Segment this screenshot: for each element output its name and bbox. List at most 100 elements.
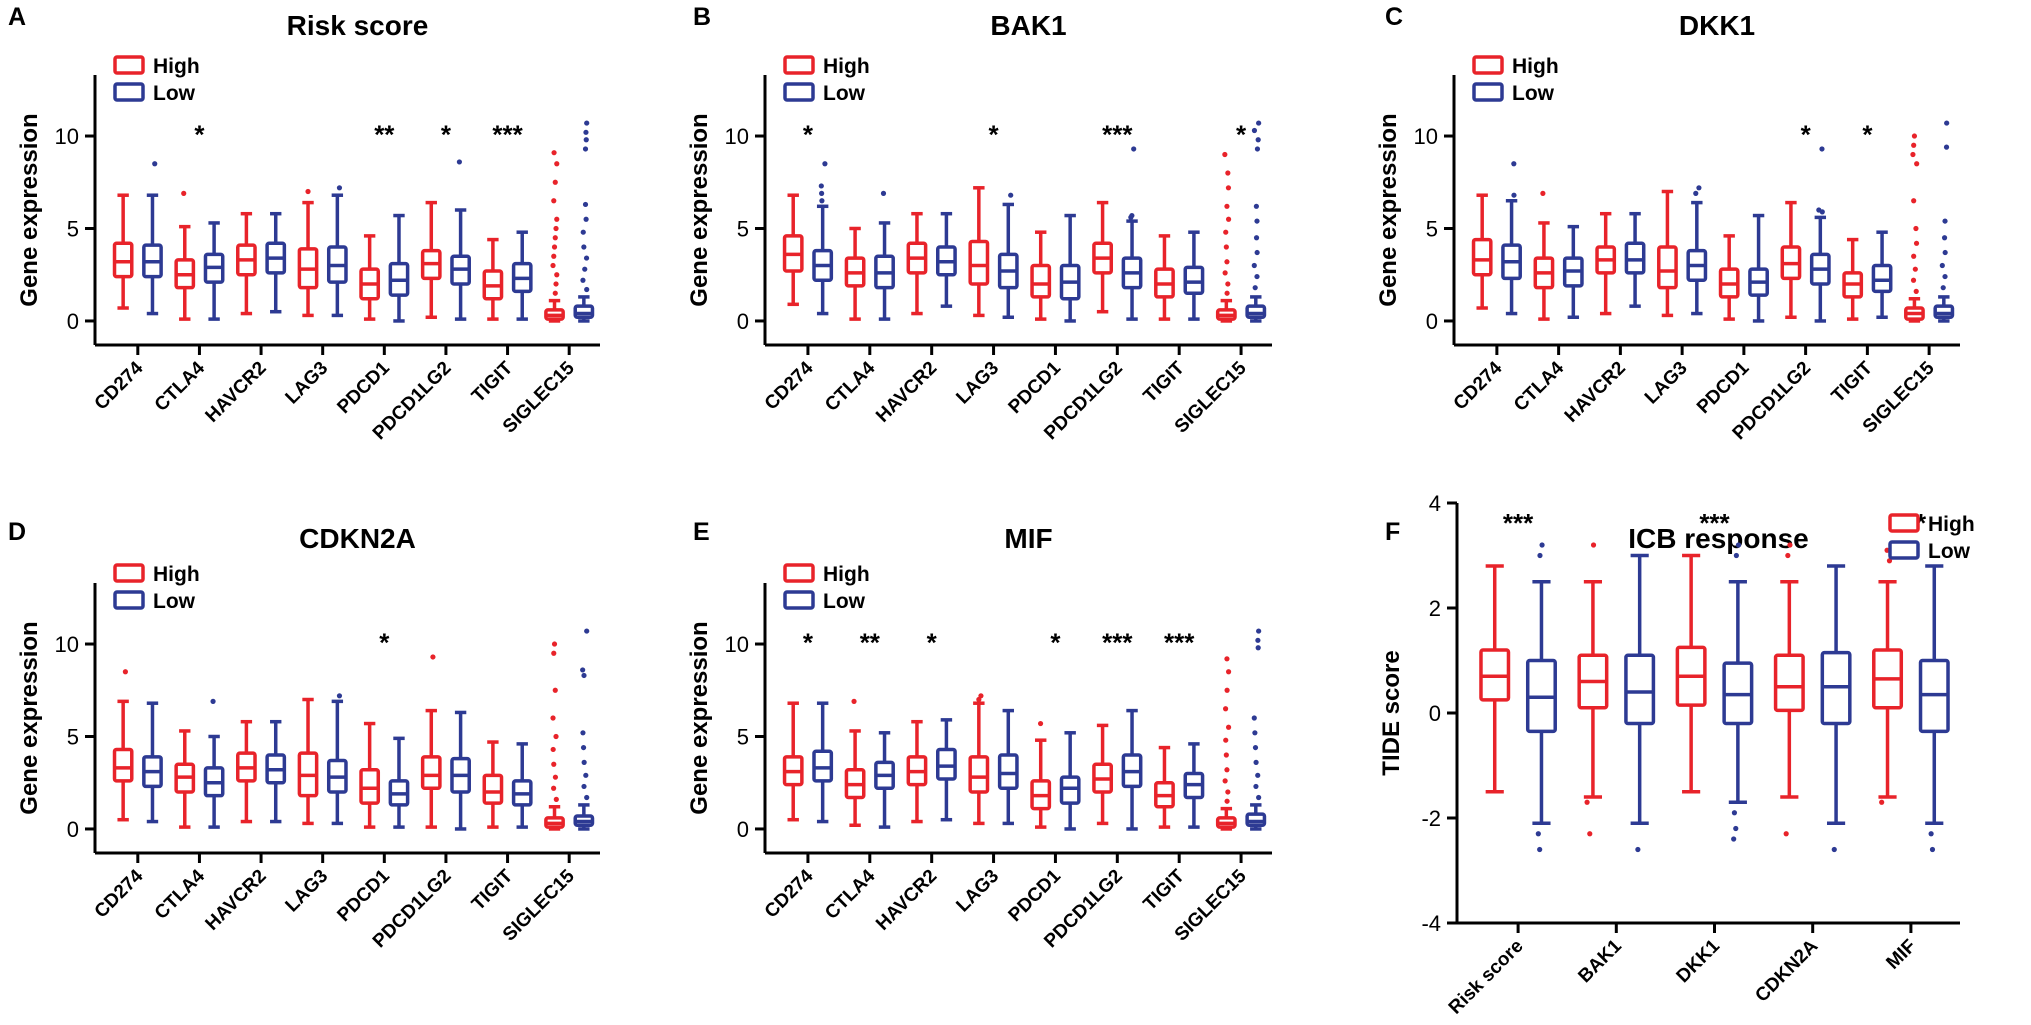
outlier-point xyxy=(1942,218,1948,224)
outlier-point xyxy=(581,783,587,790)
box-high xyxy=(544,641,565,831)
x-tick-label: HAVCR2 xyxy=(872,358,941,427)
outlier-point xyxy=(1253,783,1259,790)
box-high xyxy=(1842,237,1864,321)
outlier-point xyxy=(1587,831,1593,837)
iqr-box xyxy=(968,239,990,286)
significance-mark: * xyxy=(1801,119,1812,149)
iqr-box xyxy=(1657,245,1678,290)
panel-letter: F xyxy=(1385,518,1400,546)
significance-mark: *** xyxy=(1164,627,1195,657)
legend-swatch-high xyxy=(1888,513,1920,533)
outlier-point xyxy=(580,277,586,283)
legend-label-low: Low xyxy=(153,590,196,613)
legend-swatch-low xyxy=(1472,82,1504,102)
outlier-point xyxy=(1539,542,1545,548)
significance-mark: *** xyxy=(492,119,523,149)
outlier-point xyxy=(456,159,463,165)
y-axis-label: Gene expression xyxy=(16,113,43,306)
iqr-box xyxy=(1933,304,1955,320)
outlier-point xyxy=(583,137,589,143)
x-tick-label: CTLA4 xyxy=(151,865,209,923)
outlier-point xyxy=(550,746,556,753)
box-low xyxy=(203,221,225,321)
outlier-point xyxy=(1913,288,1919,294)
iqr-box xyxy=(1245,812,1267,828)
legend-label-high: High xyxy=(1928,513,1975,536)
iqr-box xyxy=(1773,653,1805,713)
y-axis-label: Gene expression xyxy=(1375,113,1402,306)
chart-title: DKK1 xyxy=(1679,10,1755,41)
outlier-point xyxy=(1696,185,1702,191)
x-tick-label: BAK1 xyxy=(1574,935,1626,987)
outlier-point xyxy=(1911,133,1918,139)
outlier-point xyxy=(1225,281,1231,287)
outlier-point xyxy=(822,161,828,167)
box-high xyxy=(1092,723,1113,826)
box-low xyxy=(388,213,410,323)
outlier-point xyxy=(978,693,984,699)
chart-title: Risk score xyxy=(287,10,429,41)
legend: High Low xyxy=(783,563,870,613)
outlier-point xyxy=(584,628,590,634)
outlier-point xyxy=(1223,752,1229,758)
iqr-box xyxy=(420,755,442,791)
outlier-point xyxy=(1787,542,1793,548)
box-high xyxy=(112,193,134,310)
box-low xyxy=(511,742,533,829)
significance-mark: * xyxy=(194,119,205,149)
box-low xyxy=(203,698,225,829)
outlier-point xyxy=(1129,212,1135,219)
legend-label-low: Low xyxy=(823,82,866,105)
x-tick-label: CTLA4 xyxy=(1510,357,1568,415)
outlier-point xyxy=(1225,185,1232,191)
box-high xyxy=(174,190,196,321)
legend-label-low: Low xyxy=(1512,82,1555,105)
box-low xyxy=(1871,230,1893,320)
y-tick-label: 5 xyxy=(1426,216,1438,241)
x-tick-label: LAG3 xyxy=(952,358,1003,409)
legend-label-high: High xyxy=(1512,55,1559,78)
outlier-point xyxy=(1537,552,1543,559)
outlier-point xyxy=(1255,772,1261,778)
box-high xyxy=(1773,542,1805,837)
outlier-point xyxy=(430,654,436,660)
outlier-point xyxy=(1831,846,1837,853)
box-high xyxy=(1092,200,1113,314)
x-tick-label: HAVCR2 xyxy=(872,866,941,935)
box-high xyxy=(1030,720,1052,829)
outlier-point xyxy=(1928,831,1934,837)
box-high xyxy=(844,226,866,321)
box-low xyxy=(142,161,163,316)
box-low xyxy=(812,701,834,824)
y-tick-label: 2 xyxy=(1429,596,1441,621)
outlier-point xyxy=(1910,151,1916,158)
box-high xyxy=(297,188,319,318)
iqr-box xyxy=(112,241,134,279)
box-low xyxy=(326,185,348,318)
x-tick-label: CTLA4 xyxy=(151,357,209,415)
box-low xyxy=(450,710,471,831)
outlier-point xyxy=(1819,146,1825,152)
legend-label-high: High xyxy=(823,55,870,78)
box-low xyxy=(874,731,895,829)
outlier-point xyxy=(1783,831,1789,837)
outlier-point xyxy=(584,120,590,126)
box-low xyxy=(326,693,348,826)
outlier-point xyxy=(1911,142,1917,148)
outlier-point xyxy=(584,286,590,293)
outlier-point xyxy=(1943,144,1950,150)
outlier-point xyxy=(551,253,557,259)
outlier-point xyxy=(1251,262,1257,269)
x-tick-label: LAG3 xyxy=(952,866,1003,917)
outlier-point xyxy=(1225,789,1231,795)
outlier-point xyxy=(582,146,589,152)
y-axis-label: Gene expression xyxy=(686,621,713,814)
outlier-point xyxy=(1222,270,1228,276)
outlier-point xyxy=(1939,262,1945,269)
chart-title: ICB response xyxy=(1628,523,1809,554)
outlier-point xyxy=(1223,229,1229,235)
box-high xyxy=(1675,553,1707,794)
box-low xyxy=(265,211,287,314)
